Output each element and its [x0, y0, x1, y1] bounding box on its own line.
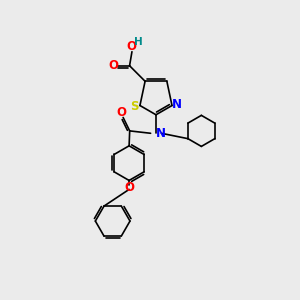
Text: O: O: [125, 181, 135, 194]
Text: H: H: [134, 37, 143, 47]
Text: N: N: [172, 98, 182, 111]
Text: S: S: [130, 100, 139, 112]
Text: O: O: [108, 59, 118, 72]
Text: N: N: [156, 127, 166, 140]
Text: O: O: [117, 106, 127, 119]
Text: O: O: [126, 40, 136, 53]
